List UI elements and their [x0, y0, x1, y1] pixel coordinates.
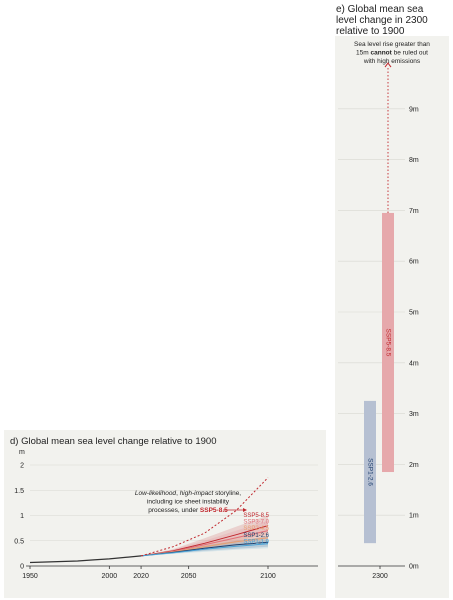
- series-label-ssp1-19: SSP1-1.9: [243, 540, 269, 546]
- panel-e-y-tick-label: 3m: [409, 411, 419, 418]
- panel-e-note-emphasis: cannot: [371, 50, 393, 57]
- panel-d-x-tick-label: 2020: [133, 573, 149, 580]
- storyline-scenario-label: SSP5-8.5: [200, 507, 228, 514]
- panel-e-y-tick-label: 5m: [409, 310, 419, 317]
- storyline-annotation-line-3: processes, under SSP5-8.5: [148, 507, 228, 514]
- panel-e-title-line-2: level change in 2300: [336, 15, 428, 26]
- high-emissions-arrowhead: [384, 62, 392, 68]
- bar-label-ssp5-85: SSP5-8.5: [384, 329, 391, 357]
- panel-d-background: [4, 430, 326, 598]
- panel-d-y-tick-label: 2: [20, 463, 24, 470]
- panel-e-y-tick-label: 0m: [409, 564, 419, 571]
- uncertainty-band-ssp1-26: [141, 536, 268, 556]
- panel-d-y-tick-label: 0: [20, 564, 24, 571]
- series-label-ssp5-85: SSP5-8.5: [243, 513, 269, 519]
- panel-d-y-tick-label: 1: [20, 513, 24, 520]
- bar-ssp5-85: [382, 212, 394, 473]
- bar-ssp1-26: [364, 400, 376, 544]
- panel-e-note-line-2: 15m cannot be ruled out: [356, 50, 428, 57]
- panel-e-y-tick-label: 8m: [409, 157, 419, 164]
- panel-d-title: d) Global mean sea level change relative…: [10, 436, 217, 447]
- panel-d-y-tick-label: 1.5: [14, 488, 24, 495]
- panel-e-y-tick-label: 6m: [409, 259, 419, 266]
- historical-line: [29, 555, 142, 564]
- panel-e-note-line-3: with high emissions: [363, 58, 421, 65]
- storyline-dotted-line: [140, 477, 269, 557]
- panel-e-note-line-1: Sea level rise greater than: [354, 41, 430, 48]
- series-label-ssp2-45: SSP2-4.5: [243, 526, 269, 532]
- panel-e-y-tick-label: 2m: [409, 462, 419, 469]
- uncertainty-band-ssp3-70: [141, 520, 268, 556]
- panel-d-unit-label: m: [19, 449, 25, 456]
- panel-e-y-tick-label: 1m: [409, 513, 419, 520]
- panel-d-x-tick-label: 2100: [260, 573, 276, 580]
- series-line-ssp1-19: [141, 543, 269, 557]
- panel-e-y-tick-label: 9m: [409, 106, 419, 113]
- bar-label-ssp1-26: SSP1-2.6: [366, 458, 373, 486]
- panel-d-x-tick-label: 1950: [22, 573, 38, 580]
- series-label-ssp3-70: SSP3-7.0: [243, 520, 269, 526]
- uncertainty-band-ssp5-85: [141, 515, 268, 556]
- panel-e-y-tick-label: 7m: [409, 208, 419, 215]
- storyline-annotation-line-2: including ice sheet instability: [147, 499, 230, 506]
- storyline-annotation-line-1: Low-likelihood, high-impact storyline,: [135, 490, 241, 497]
- panel-e-title-line-1: e) Global mean sea: [336, 4, 424, 15]
- panel-d-x-tick-label: 2000: [102, 573, 118, 580]
- series-label-ssp1-26: SSP1-2.6: [243, 533, 269, 539]
- panel-e-x-tick-label: 2300: [372, 573, 388, 580]
- panel-d-x-tick-label: 2050: [181, 573, 197, 580]
- panel-e-title-line-3: relative to 1900: [336, 26, 405, 37]
- panel-e-y-tick-label: 4m: [409, 360, 419, 367]
- uncertainty-band-ssp2-45: [141, 529, 268, 556]
- storyline-annotation-arrowhead: [243, 508, 247, 512]
- panel-d-y-tick-label: 0.5: [14, 538, 24, 545]
